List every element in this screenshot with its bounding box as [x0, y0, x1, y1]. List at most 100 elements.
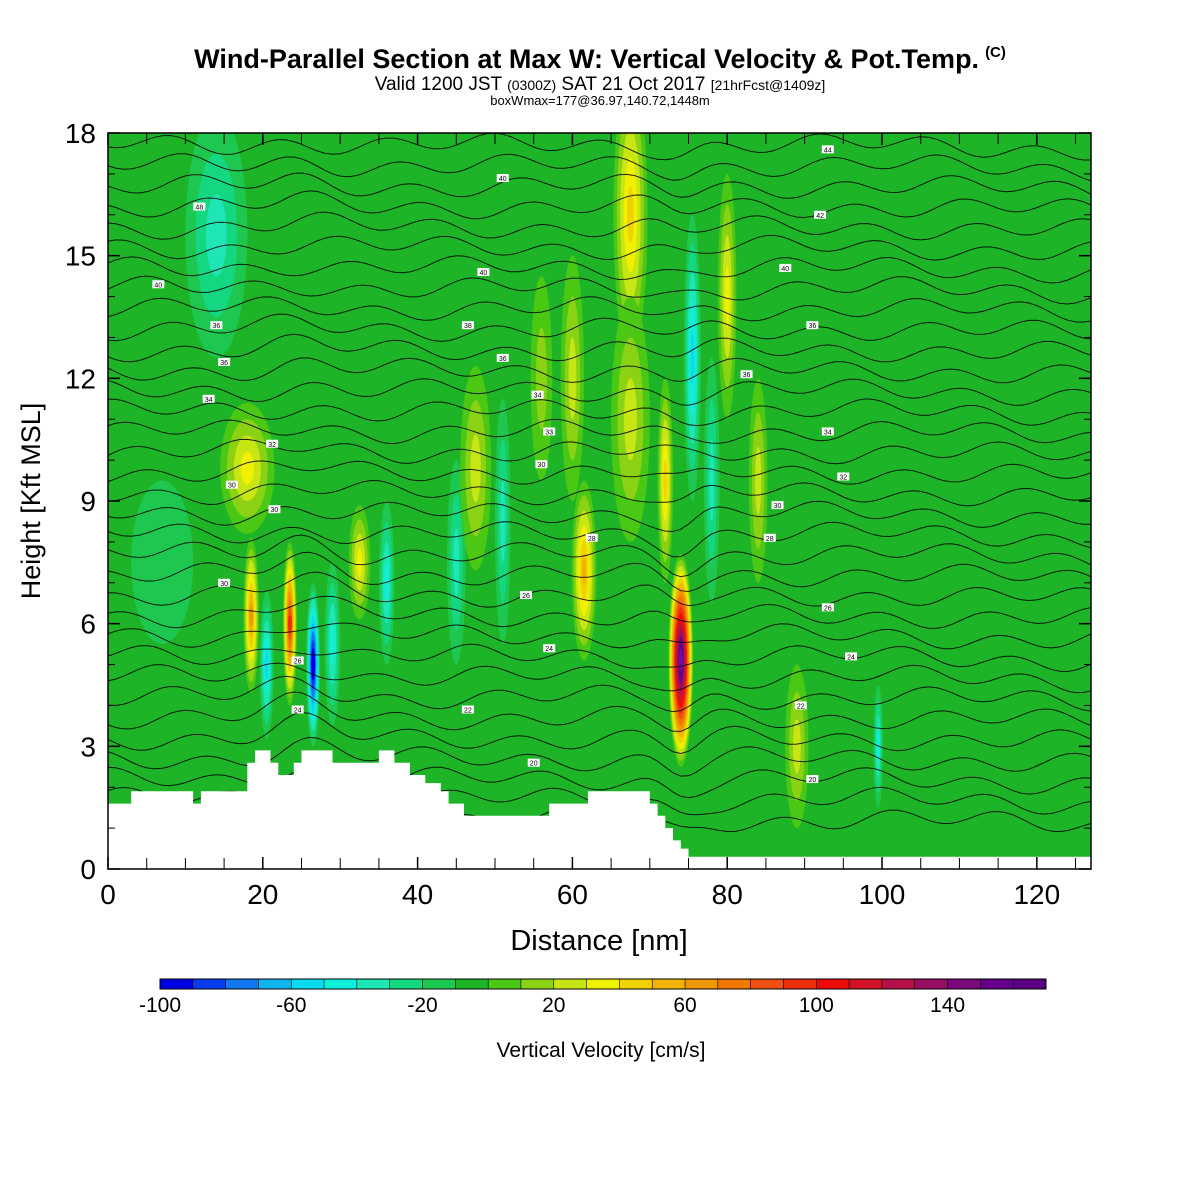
velocity-contour — [453, 528, 460, 597]
isentrope-label-text: 40 — [781, 266, 789, 273]
valid-prefix: Valid 1200 JST — [374, 74, 502, 95]
isentrope-label: 32 — [837, 472, 850, 481]
isentrope-label-bg — [461, 321, 474, 330]
colorbar-swatch — [586, 979, 620, 989]
isentrope-line — [108, 313, 1091, 342]
colorbar-tick-label: -20 — [407, 994, 437, 1017]
velocity-cell — [282, 541, 297, 706]
isentrope-label: 34 — [202, 394, 215, 404]
isentrope-label-text: 38 — [464, 323, 472, 330]
velocity-contour — [678, 654, 683, 667]
isentrope-label: 28 — [763, 533, 776, 543]
isentrope-label-bg — [535, 460, 548, 469]
isentrope-label-bg — [585, 533, 598, 542]
x-axis-label: Distance [nm] — [510, 925, 687, 957]
velocity-contour — [793, 719, 801, 774]
colorbar-tick-label: -100 — [139, 994, 181, 1017]
isentrope-label-bg — [210, 321, 223, 330]
title-text: Wind-Parallel Section at Max W: Vertical… — [194, 44, 980, 74]
isentrope-label: 20 — [527, 758, 540, 768]
isentrope-label: 30 — [218, 578, 231, 588]
velocity-contour — [206, 194, 227, 277]
isentrope-line — [108, 643, 1091, 673]
isentrope-line — [108, 255, 1091, 284]
colorbar-swatch — [389, 979, 424, 989]
isentrope-label-text: 20 — [808, 777, 816, 784]
isentrope-label-bg — [225, 480, 238, 489]
colorbar-swatch — [291, 979, 325, 989]
isentrope-label: 44 — [821, 145, 834, 154]
isentrope-label-text: 22 — [797, 703, 805, 710]
isentrope-label-text: 44 — [824, 147, 832, 154]
isentrope-line — [108, 133, 1091, 161]
isentrope-label: 40 — [779, 263, 792, 273]
colorbar-swatch — [192, 979, 227, 989]
isentrope-label: 30 — [225, 480, 238, 490]
isentrope-label: 32 — [266, 439, 279, 449]
velocity-cell — [131, 480, 194, 645]
isentrope-line — [108, 211, 1091, 241]
isentrope-label-text: 36 — [808, 323, 816, 330]
isentrope-label-bg — [763, 533, 776, 542]
colorbar-swatch — [356, 979, 391, 989]
isentrope-line — [108, 153, 1091, 182]
field-background — [108, 133, 1091, 869]
isentrope-label: 22 — [794, 701, 807, 710]
isentrope-label-text: 26 — [294, 658, 302, 665]
isentrope-label-text: 30 — [271, 507, 279, 514]
x-tick-label: 80 — [712, 879, 743, 910]
isentrope-label: 26 — [519, 591, 532, 600]
chart-title: Wind-Parallel Section at Max W: Vertical… — [0, 44, 1200, 75]
valid-utc: (0300Z) — [507, 77, 557, 93]
colorbar-frame — [159, 978, 1047, 990]
y-tick-label: 9 — [80, 486, 96, 517]
isentrope-label: 42 — [814, 210, 827, 220]
isentrope-label-bg — [268, 505, 281, 514]
isentrope-label-bg — [794, 701, 807, 710]
isentrope-label-bg — [740, 370, 753, 379]
isentrope-label-bg — [152, 280, 165, 289]
colorbar-swatch — [422, 979, 456, 989]
isentrope-label-text: 34 — [824, 429, 832, 436]
x-tick-label: 0 — [100, 879, 116, 910]
y-tick-label: 12 — [65, 363, 96, 394]
colorbar-swatch — [881, 979, 916, 989]
isentrope-line — [108, 333, 1091, 363]
colorbar: -100 -60 -20 20 60 100 140 — [139, 978, 1047, 1017]
colorbar-swatch — [1013, 979, 1047, 989]
isentrope-label-text: 40 — [499, 176, 507, 183]
isentrope-label-text: 36 — [499, 356, 507, 363]
colorbar-tick-label: 100 — [799, 994, 834, 1017]
velocity-cell — [306, 582, 321, 747]
velocity-cell — [668, 554, 694, 767]
velocity-contour — [663, 460, 668, 501]
isentrope-label: 40 — [152, 280, 165, 289]
y-tick-label: 3 — [80, 731, 96, 762]
isentrope-line — [108, 675, 1091, 713]
isentrope-label-bg — [291, 705, 304, 714]
velocity-cell — [348, 505, 371, 620]
isentrope-line — [108, 190, 1091, 220]
isentrope-label: 24 — [543, 644, 556, 653]
isentrope-line — [108, 418, 1091, 445]
isentrope-label-bg — [477, 268, 490, 277]
isentrope-label-bg — [543, 644, 556, 653]
colorbar-swatch — [816, 979, 850, 989]
colorbar-swatch — [947, 979, 981, 989]
colorbar-swatch — [258, 979, 292, 989]
velocity-contour — [131, 480, 194, 645]
isentrope-line — [108, 296, 1091, 323]
isentrope-label-text: 32 — [839, 474, 847, 481]
velocity-cell — [185, 133, 248, 358]
isentrope-label: 24 — [291, 705, 304, 715]
velocity-contour — [470, 434, 481, 503]
velocity-cell — [324, 562, 341, 726]
isentrope-label-bg — [821, 145, 834, 154]
velocity-cell — [717, 173, 737, 420]
x-tick-label: 100 — [859, 879, 906, 910]
colorbar-swatch — [324, 979, 358, 989]
colorbar-tick-label: 140 — [930, 994, 965, 1017]
isentrope-label-bg — [821, 603, 834, 612]
isentrope-label: 30 — [771, 501, 784, 510]
y-tick-label: 0 — [80, 854, 96, 885]
